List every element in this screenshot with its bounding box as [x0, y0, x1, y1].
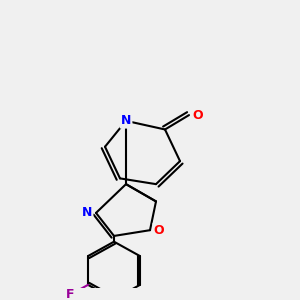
- Text: O: O: [193, 109, 203, 122]
- Text: F: F: [66, 288, 74, 300]
- Text: N: N: [82, 206, 92, 219]
- Text: N: N: [121, 114, 131, 127]
- Text: O: O: [154, 224, 164, 237]
